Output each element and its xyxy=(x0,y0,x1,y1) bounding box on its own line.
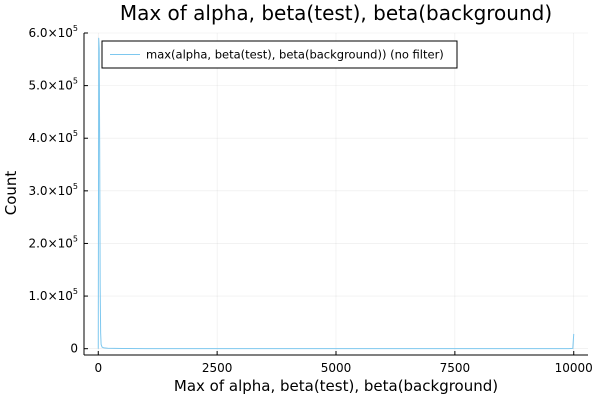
grid xyxy=(84,32,588,355)
legend: max(alpha, beta(test), beta(background))… xyxy=(101,40,458,69)
y-tick-label: 1.0×105 xyxy=(28,287,78,303)
x-axis-ticks: 0 2500 5000 7500 10000 xyxy=(94,351,593,375)
y-tick-label: 6.0×105 xyxy=(28,24,78,40)
x-tick-label: 5000 xyxy=(321,361,352,375)
chart-title: Max of alpha, beta(test), beta(backgroun… xyxy=(120,1,552,25)
series-layer xyxy=(97,37,575,350)
x-axis-label: Max of alpha, beta(test), beta(backgroun… xyxy=(174,377,498,395)
series-line xyxy=(97,37,575,350)
legend-entry: max(alpha, beta(test), beta(background))… xyxy=(146,48,444,62)
y-tick-label: 2.0×105 xyxy=(28,234,78,250)
y-tick-label: 5.0×105 xyxy=(28,77,78,93)
y-tick-label: 4.0×105 xyxy=(28,129,78,145)
y-tick-label: 3.0×105 xyxy=(28,182,78,198)
y-tick-label: 0 xyxy=(70,342,78,356)
legend-box xyxy=(101,40,458,69)
y-axis-label: Count xyxy=(2,171,20,216)
x-tick-label: 0 xyxy=(94,361,102,375)
x-tick-label: 10000 xyxy=(555,361,593,375)
x-tick-label: 2500 xyxy=(202,361,233,375)
x-tick-label: 7500 xyxy=(440,361,471,375)
y-axis-ticks: 0 1.0×105 2.0×105 3.0×105 4.0×105 5.0×105 6.0×… xyxy=(28,24,88,356)
